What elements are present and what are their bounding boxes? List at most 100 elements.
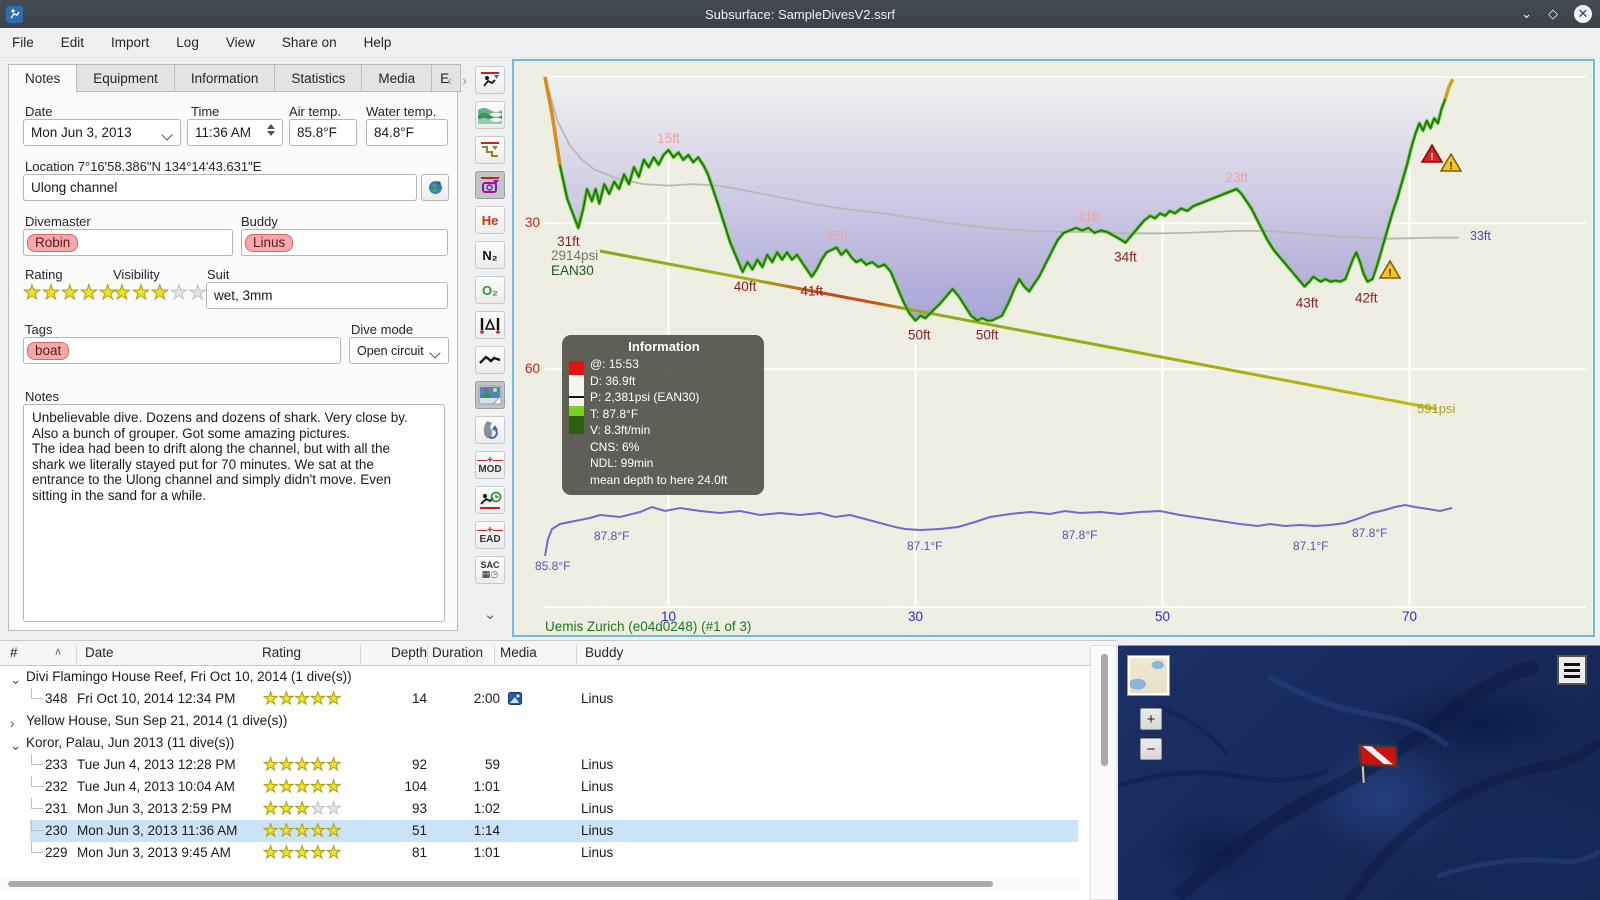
dive-row[interactable]: 230 Mon Jun 3, 2013 11:36 AM ★★★★★ 51 1:14 Li… xyxy=(0,820,1117,842)
horizontal-scrollbar[interactable] xyxy=(0,875,1080,893)
dive-rating-stars: ★★★★★ xyxy=(263,821,342,840)
map-panel[interactable]: + − xyxy=(1118,645,1600,900)
dive-profile-chart: 30 60 10 30 50 70 31ft 15ft 40ft 41ft 35ft 50ft 50ft… xyxy=(525,76,1586,634)
dive-events-icon[interactable] xyxy=(475,66,505,94)
globe-icon xyxy=(428,181,442,194)
star-filled-icon: ★ xyxy=(294,777,311,796)
col-header-rating[interactable]: Rating xyxy=(262,645,302,660)
dive-duration: 2:00 xyxy=(473,691,500,706)
dive-list-header[interactable]: # ∧ Date Rating Depth Duration Media Buddy xyxy=(0,641,1117,666)
dive-row[interactable]: 232 Tue Jun 4, 2013 10:04 AM ★★★★★ 104 1:01 L… xyxy=(0,776,1117,798)
visibility-stars[interactable]: ★★★★★ xyxy=(113,282,208,304)
notes-textarea[interactable]: Unbelievable dive. Dozens and dozens of … xyxy=(23,404,445,622)
media-icon[interactable] xyxy=(508,692,522,708)
dive-row[interactable]: 233 Tue Jun 4, 2013 12:28 PM ★★★★★ 92 59 Linu… xyxy=(0,754,1117,776)
menu-item-share-on[interactable]: Share on xyxy=(281,35,337,50)
tab-scroll-left-icon[interactable]: ‹ xyxy=(447,72,452,88)
trip-row[interactable]: ⌄ Divi Flamingo House Reef, Fri Oct 10, 2… xyxy=(10,669,352,687)
dive-profile-panel[interactable]: 30 60 10 30 50 70 31ft 15ft 40ft 41ft 35ft 50ft 50ft… xyxy=(512,59,1595,637)
tab-statistics[interactable]: Statistics xyxy=(274,64,362,92)
menu-item-edit[interactable]: Edit xyxy=(60,35,85,50)
tab-media[interactable]: Media xyxy=(361,64,432,92)
tags-input[interactable]: boat xyxy=(23,337,341,364)
col-header-number[interactable]: # xyxy=(10,645,18,660)
tab-scroll-right-icon[interactable]: › xyxy=(462,72,467,88)
divemaster-chip[interactable]: Robin xyxy=(27,233,79,252)
menu-item-file[interactable]: File xyxy=(12,35,34,50)
water-icon[interactable] xyxy=(475,101,505,129)
oxygen-graph-icon[interactable]: O₂ xyxy=(475,276,505,304)
trip-row[interactable]: ⌄ Koror, Palau, Jun 2013 (11 dive(s)) xyxy=(10,735,235,753)
time-label: Time xyxy=(191,104,220,119)
time-spinner[interactable]: 11:36 AM xyxy=(187,119,283,146)
menu-item-import[interactable]: Import xyxy=(111,35,150,50)
tab-notes[interactable]: Notes xyxy=(8,64,77,92)
buddy-input[interactable]: Linus xyxy=(241,229,448,256)
star-filled-icon: ★ xyxy=(278,755,295,774)
watertemp-field[interactable]: 84.8°F xyxy=(366,119,448,146)
airtemp-field[interactable]: 85.8°F xyxy=(289,119,357,146)
dive-row[interactable]: 229 Mon Jun 3, 2013 9:45 AM ★★★★★ 81 1:01 Lin… xyxy=(0,842,1117,864)
location-input[interactable]: Ulong channel xyxy=(23,174,417,201)
col-header-media[interactable]: Media xyxy=(500,645,537,660)
ead-icon[interactable]: —+— EAD xyxy=(475,521,505,549)
helium-graph-icon[interactable]: He xyxy=(475,206,505,234)
buddy-chip[interactable]: Linus xyxy=(245,233,294,252)
close-icon[interactable]: ✕ xyxy=(1574,5,1592,23)
divemode-select[interactable]: Open circuit xyxy=(349,337,449,364)
nitrogen-graph-icon[interactable]: N₂ xyxy=(475,241,505,269)
info-box-row: P: 2,381psi (EAN30) xyxy=(590,390,700,404)
map-type-thumbnail[interactable] xyxy=(1127,655,1170,696)
info-box-row: @: 15:53 xyxy=(590,357,639,371)
dive-number: 233 xyxy=(45,757,68,772)
dive-row[interactable]: 231 Mon Jun 3, 2013 2:59 PM ★★★★★ 93 1:02 Lin… xyxy=(0,798,1117,820)
tab-e[interactable]: E xyxy=(431,64,462,92)
map-menu-button[interactable] xyxy=(1557,655,1587,685)
sac-icon[interactable]: SAC ▦◷ xyxy=(475,556,505,584)
heart-rate-icon[interactable] xyxy=(475,346,505,374)
maximize-icon[interactable]: ◇ xyxy=(1548,6,1558,21)
dc-ceiling-icon[interactable] xyxy=(475,171,505,199)
photos-icon[interactable] xyxy=(475,381,505,409)
divemaster-input[interactable]: Robin xyxy=(23,229,233,256)
star-filled-icon: ★ xyxy=(131,282,151,304)
menu-item-log[interactable]: Log xyxy=(176,35,199,50)
map-zoom-out-button[interactable]: − xyxy=(1140,738,1162,760)
tab-equipment[interactable]: Equipment xyxy=(76,64,174,92)
mod-icon[interactable]: —+— MOD xyxy=(475,451,505,479)
menu-item-view[interactable]: View xyxy=(225,35,255,50)
sort-ascending-icon[interactable]: ∧ xyxy=(54,646,63,658)
minimize-icon[interactable]: ⌄ xyxy=(1521,6,1532,21)
dc-time-icon[interactable] xyxy=(475,486,505,514)
dive-duration: 1:14 xyxy=(473,823,500,838)
time-value: 11:36 AM xyxy=(195,125,252,140)
col-header-date[interactable]: Date xyxy=(85,645,114,660)
tissues-icon[interactable] xyxy=(475,311,505,339)
yellow-warning-icon: ! xyxy=(1378,259,1402,279)
rating-stars[interactable]: ★★★★★ xyxy=(23,282,118,304)
tab-information[interactable]: Information xyxy=(173,64,275,92)
toolbar-more-icon[interactable]: ⌄ xyxy=(483,606,497,623)
trip-row[interactable]: › Yellow House, Sun Sep 21, 2014 (1 dive(… xyxy=(10,713,288,731)
dive-list: # ∧ Date Rating Depth Duration Media Buddy ⌄ Div… xyxy=(0,640,1117,900)
vertical-scrollbar[interactable] xyxy=(1090,645,1117,900)
star-filled-icon: ★ xyxy=(98,282,118,304)
globe-button[interactable] xyxy=(421,174,449,201)
date-combobox[interactable]: Mon Jun 3, 2013 xyxy=(23,119,181,146)
col-header-depth[interactable]: Depth xyxy=(390,645,427,660)
dive-flag-marker[interactable] xyxy=(1346,728,1410,792)
dive-row[interactable]: 348 Fri Oct 10, 2014 12:34 PM ★★★★★ 14 2:00 L… xyxy=(0,688,1117,710)
menu-item-help[interactable]: Help xyxy=(363,35,392,50)
dive-rating-stars: ★★★★★ xyxy=(263,800,342,818)
ruler-icon[interactable] xyxy=(475,416,505,444)
map-zoom-in-button[interactable]: + xyxy=(1140,708,1162,730)
star-filled-icon: ★ xyxy=(294,821,311,840)
svg-text:591psi: 591psi xyxy=(1417,401,1455,416)
suit-input[interactable]: wet, 3mm xyxy=(206,282,448,309)
spinner-arrows-icon[interactable] xyxy=(267,124,275,136)
profile-info-box: Information @: 15:53 D: 36.9ft P: 2,381psi… xyxy=(562,335,764,495)
tag-chip[interactable]: boat xyxy=(27,341,70,360)
calculated-ceiling-icon[interactable] xyxy=(475,136,505,164)
col-header-duration[interactable]: Duration xyxy=(432,645,484,660)
col-header-buddy[interactable]: Buddy xyxy=(585,645,624,660)
